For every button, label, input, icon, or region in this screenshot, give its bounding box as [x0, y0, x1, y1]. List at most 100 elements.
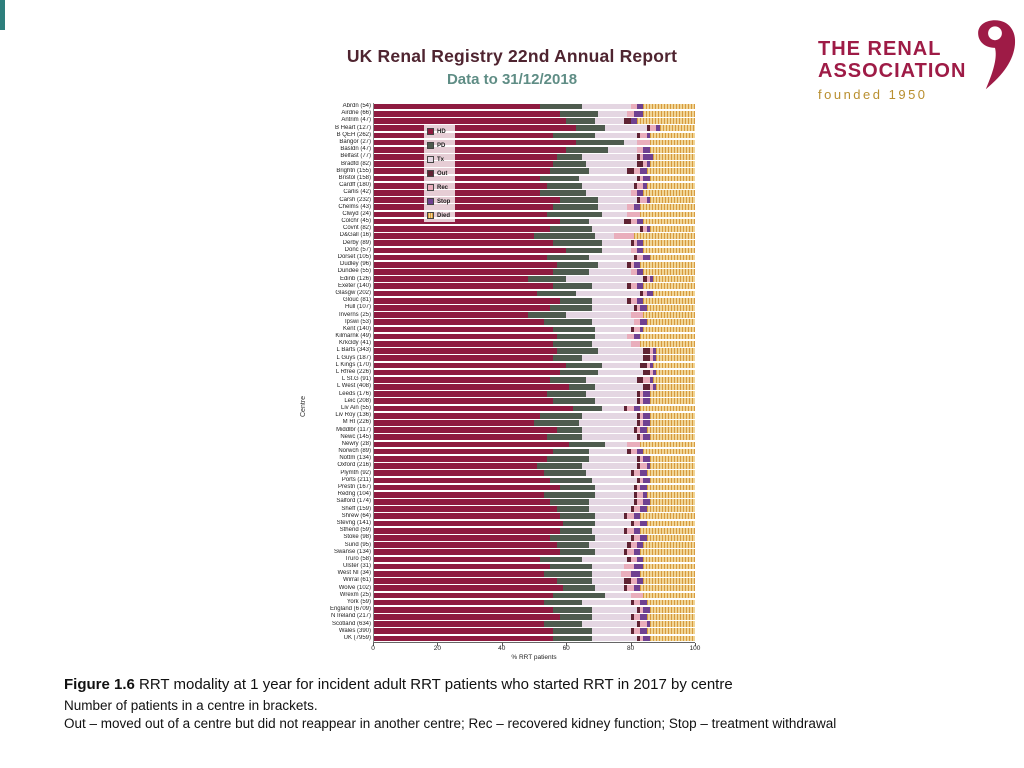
stacked-bar — [373, 628, 695, 635]
bar-segment-rec — [627, 527, 634, 534]
bar-segment-hd — [373, 333, 557, 340]
centre-label: Derby (89) — [342, 239, 371, 246]
bar-segment-stop — [643, 491, 647, 498]
chart-row: Ipswi (53) — [309, 319, 704, 326]
chart-row: Abrdn (54) — [309, 103, 704, 110]
bar-segment-hd — [373, 599, 544, 606]
x-tick-mark — [501, 643, 503, 647]
bar-segment-pd — [569, 441, 605, 448]
centre-label: Airdrie (66) — [341, 110, 371, 117]
bar-segment-stop — [643, 146, 650, 153]
stacked-bar — [373, 118, 695, 124]
bar-segment-pd — [575, 139, 625, 146]
centre-label: Wrexm (25) — [339, 591, 371, 598]
bar-segment-hd — [373, 484, 560, 491]
bar-segment-died — [640, 585, 695, 591]
bar-segment-stop — [640, 535, 647, 541]
chart-row: B Heart (127) — [309, 125, 704, 132]
centre-label: Hull (107) — [344, 304, 371, 311]
centre-label: Chelms (43) — [338, 203, 371, 210]
bar-segment-died — [646, 491, 695, 498]
bar-segment-tx — [591, 527, 625, 534]
bar-segment-tx — [591, 297, 628, 304]
bar-segment-tx — [591, 477, 638, 484]
bar-segment-pd — [559, 484, 596, 491]
bar-segment-pd — [556, 154, 583, 160]
bar-segment-rec — [640, 420, 644, 426]
centre-label: Brightn (155) — [336, 167, 371, 174]
bar-segment-rec — [630, 297, 637, 304]
bar-segment-hd — [373, 592, 554, 599]
renal-association-logo: THE RENAL ASSOCIATION founded 1950 — [818, 20, 1018, 102]
bar-segment-rec — [627, 549, 634, 556]
stacked-bar — [373, 254, 695, 261]
bar-segment-pd — [553, 161, 586, 167]
chart-row: Carlis (42) — [309, 189, 704, 196]
bar-segment-stop — [637, 103, 644, 110]
bar-segment-died — [656, 355, 695, 361]
bar-segment-out — [643, 384, 650, 390]
bar-segment-pd — [553, 448, 589, 455]
bar-segment-rec — [646, 276, 650, 282]
bar-segment-out — [643, 355, 650, 361]
bar-segment-stop — [640, 484, 647, 491]
chart-row: Liv Ain (55) — [309, 405, 704, 412]
centre-label: L Kings (170) — [335, 361, 371, 368]
bar-segment-rec — [649, 384, 654, 390]
stacked-bar — [373, 427, 695, 433]
stacked-bar — [373, 132, 695, 139]
bar-segment-out — [627, 556, 631, 563]
bar-segment-pd — [540, 412, 583, 419]
bar-segment-rec — [627, 405, 634, 412]
chart-row: West NI (34) — [309, 570, 704, 577]
bar-segment-died — [640, 261, 695, 268]
stacked-bar — [373, 362, 695, 369]
bar-segment-out — [630, 240, 634, 246]
stacked-bar — [373, 491, 695, 498]
bar-segment-pd — [546, 211, 602, 218]
bar-segment-rec — [640, 455, 644, 462]
bar-segment-died — [643, 297, 695, 304]
chart-row: Prestn (167) — [309, 484, 704, 491]
bar-segment-hd — [373, 448, 554, 455]
bar-segment-rec — [630, 592, 644, 599]
bar-segment-died — [649, 175, 695, 182]
bar-segment-stop — [653, 348, 657, 354]
stacked-bar — [373, 297, 695, 304]
bar-segment-hd — [373, 118, 567, 124]
chart-row: Antrim (47) — [309, 117, 704, 124]
chart-row: Covnt (82) — [309, 225, 704, 232]
x-tick-mark — [695, 643, 696, 647]
bar-segment-died — [649, 254, 695, 261]
chart-row: Leic (208) — [309, 398, 704, 405]
bar-segment-died — [649, 477, 695, 484]
bar-segment-tx — [595, 520, 631, 527]
bar-segment-stop — [633, 405, 641, 412]
centre-label: Bradfd (82) — [340, 160, 371, 167]
bar-segment-pd — [559, 110, 599, 117]
bar-segment-died — [643, 110, 695, 117]
bar-segment-died — [637, 118, 695, 124]
stacked-bar — [373, 225, 695, 232]
bar-segment-tx — [588, 168, 628, 175]
bar-segment-tx — [591, 319, 634, 326]
bar-segment-pd — [550, 168, 589, 175]
bar-segment-pd — [546, 455, 589, 462]
bar-segment-tx — [582, 556, 628, 563]
bar-segment-stop — [643, 455, 650, 462]
chart-row: Nottm (134) — [309, 455, 704, 462]
bar-segment-out — [633, 182, 638, 189]
chart-row: Bristol (158) — [309, 175, 704, 182]
stacked-bar — [373, 168, 695, 175]
bar-segment-pd — [553, 269, 589, 275]
bar-segment-stop — [643, 477, 650, 484]
centre-label: Shrew (64) — [341, 512, 371, 519]
bar-segment-tx — [585, 376, 638, 383]
chart-row: Plymth (92) — [309, 470, 704, 477]
chart-row: M RI (226) — [309, 419, 704, 426]
bar-segment-hd — [373, 340, 554, 347]
bar-segment-rec — [624, 563, 634, 570]
bar-segment-died — [646, 535, 695, 541]
bar-segment-stop — [646, 161, 650, 167]
stacked-bar — [373, 405, 695, 412]
